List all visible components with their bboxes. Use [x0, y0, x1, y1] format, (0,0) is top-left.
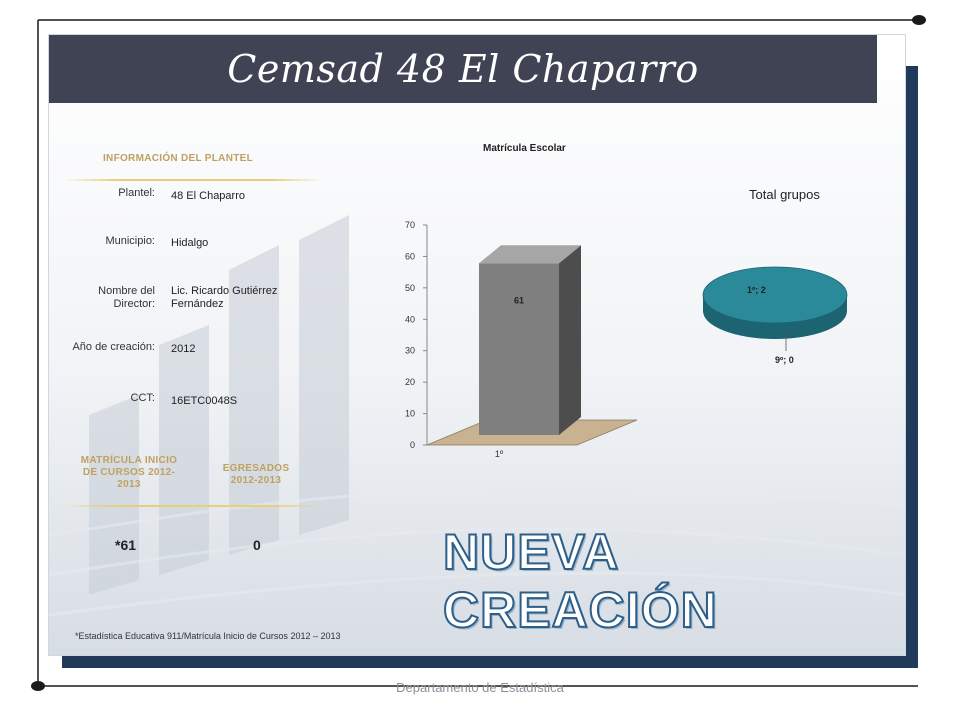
y-tick-label: 30 — [405, 346, 415, 356]
y-tick-label: 70 — [405, 220, 415, 230]
matricula-title: MATRÍCULA INICIO DE CURSOS 2012-2013 — [80, 455, 178, 490]
corner-dot-bottom-left — [31, 681, 45, 691]
bar-side — [559, 245, 581, 435]
info-rule-top — [63, 179, 323, 181]
pie-chart-title: Total grupos — [749, 187, 820, 202]
value-cct: 16ETC0048S — [171, 395, 238, 407]
bar-chart-title: Matrícula Escolar — [483, 143, 566, 154]
nueva-creacion-stamp: NUEVA CREACIÓN — [442, 523, 718, 639]
bar — [479, 263, 559, 435]
bar-top — [479, 245, 581, 264]
label-municipio: Municipio: — [105, 235, 155, 247]
footnote: *Estadística Educativa 911/Matrícula Ini… — [75, 631, 341, 641]
matricula-value: *61 — [115, 537, 137, 553]
corner-dot-top-right — [912, 15, 926, 25]
label-ano-creacion: Año de creación: — [72, 341, 155, 353]
y-tick-label: 60 — [405, 251, 415, 261]
label-cct: CCT: — [130, 392, 155, 404]
bar-chart: 0 10 20 30 40 50 60 70 61 1º — [405, 220, 638, 459]
value-director: Lic. Ricardo Gutiérrez Fernández — [171, 285, 278, 310]
label-plantel: Plantel: — [118, 187, 155, 199]
egresados-title: EGRESADOS 2012-2013 — [222, 463, 290, 486]
page-title: Cemsad 48 El Chaparro — [49, 35, 877, 103]
y-tick-label: 10 — [405, 409, 415, 419]
footer-department: Departamento de Estadística — [396, 680, 564, 695]
value-municipio: Hidalgo — [171, 237, 209, 249]
stats-rule — [63, 505, 323, 507]
pie-chart: 1º; 2 9º; 0 — [702, 266, 848, 365]
y-tick-label: 40 — [405, 314, 415, 324]
pie-slice-1 — [702, 266, 848, 324]
x-tick-label: 1º — [495, 449, 504, 459]
pie-slice-label-2: 9º; 0 — [775, 355, 794, 365]
background-graphic — [49, 35, 905, 655]
y-tick-label: 0 — [410, 440, 415, 450]
value-ano-creacion: 2012 — [171, 343, 196, 355]
info-section-title: INFORMACIÓN DEL PLANTEL — [102, 153, 254, 164]
y-tick-label: 50 — [405, 283, 415, 293]
y-tick-label: 20 — [405, 377, 415, 387]
label-director: Nombre del Director: — [98, 285, 155, 310]
bar-data-label: 61 — [514, 295, 524, 305]
egresados-value: 0 — [253, 537, 261, 553]
pie-slice-label-1: 1º; 2 — [747, 285, 766, 295]
slide-frame: Cemsad 48 El Chaparro INFORMACIÓN DEL PL… — [48, 34, 906, 656]
value-plantel: 48 El Chaparro — [171, 190, 245, 202]
